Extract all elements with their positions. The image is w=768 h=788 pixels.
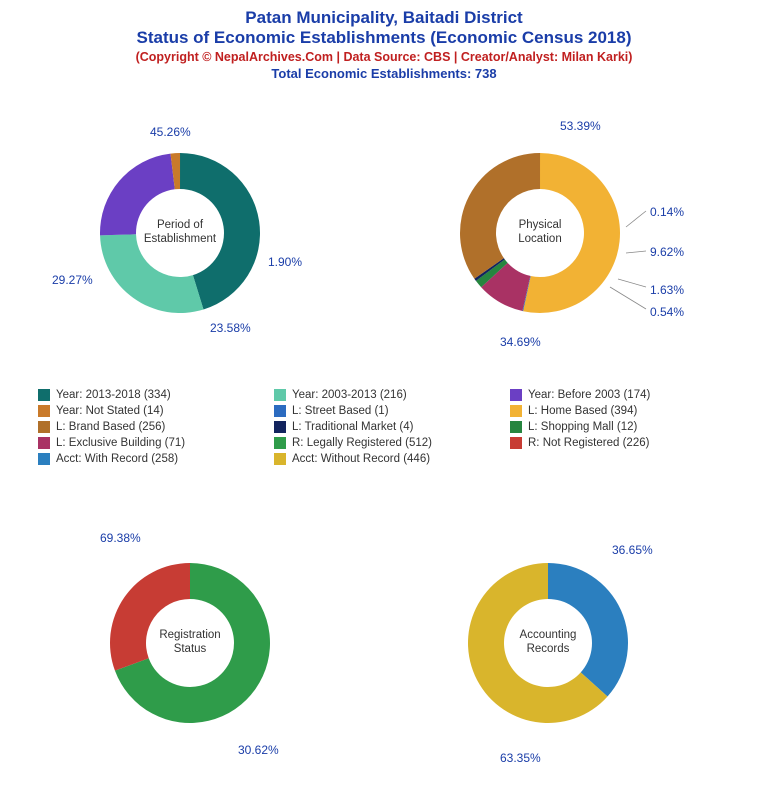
legend-swatch — [274, 421, 286, 433]
legend-label: L: Street Based (1) — [292, 405, 389, 417]
pct-label: 36.65% — [612, 543, 653, 557]
legend-label: Year: Not Stated (14) — [56, 405, 164, 417]
leader-line — [626, 251, 646, 253]
charts-area: Period ofEstablishment 45.26% 29.27% 23.58%… — [0, 83, 768, 783]
legend-swatch — [38, 437, 50, 449]
leader-line — [626, 211, 646, 227]
pct-label: 69.38% — [100, 531, 141, 545]
legend-label: L: Shopping Mall (12) — [528, 421, 637, 433]
pct-label: 0.54% — [650, 305, 684, 319]
pct-label: 9.62% — [650, 245, 684, 259]
chart-center-label: RegistrationStatus — [140, 629, 240, 657]
legend-swatch — [510, 437, 522, 449]
title-line-1: Patan Municipality, Baitadi District — [0, 8, 768, 28]
legend-item: Acct: With Record (258) — [38, 453, 266, 465]
pct-label: 63.35% — [500, 751, 541, 765]
legend-label: R: Not Registered (226) — [528, 437, 649, 449]
pct-label: 1.63% — [650, 283, 684, 297]
legend-item: Year: 2003-2013 (216) — [274, 389, 502, 401]
legend-swatch — [38, 389, 50, 401]
chart-center-label: AccountingRecords — [498, 629, 598, 657]
legend-swatch — [38, 453, 50, 465]
chart-center-label: Period ofEstablishment — [130, 219, 230, 247]
legend-item: R: Not Registered (226) — [510, 437, 738, 449]
legend-swatch — [38, 405, 50, 417]
legend: Year: 2013-2018 (334) Year: 2003-2013 (21… — [38, 389, 738, 465]
legend-item: Year: Before 2003 (174) — [510, 389, 738, 401]
donut-slice — [460, 153, 540, 279]
pct-label: 23.58% — [210, 321, 251, 335]
pct-label: 29.27% — [52, 273, 93, 287]
legend-label: R: Legally Registered (512) — [292, 437, 432, 449]
legend-item: L: Shopping Mall (12) — [510, 421, 738, 433]
pct-label: 34.69% — [500, 335, 541, 349]
legend-swatch — [274, 437, 286, 449]
chart-center-label: PhysicalLocation — [490, 219, 590, 247]
title-block: Patan Municipality, Baitadi District Sta… — [0, 0, 768, 83]
pct-label: 53.39% — [560, 119, 601, 133]
leader-line — [618, 279, 646, 287]
legend-label: Year: Before 2003 (174) — [528, 389, 650, 401]
legend-label: Acct: Without Record (446) — [292, 453, 430, 465]
legend-item: L: Home Based (394) — [510, 405, 738, 417]
pct-label: 1.90% — [268, 255, 302, 269]
legend-label: Year: 2003-2013 (216) — [292, 389, 407, 401]
legend-item: L: Traditional Market (4) — [274, 421, 502, 433]
pct-label: 0.14% — [650, 205, 684, 219]
legend-swatch — [510, 389, 522, 401]
legend-item: R: Legally Registered (512) — [274, 437, 502, 449]
legend-item: Year: Not Stated (14) — [38, 405, 266, 417]
legend-swatch — [510, 421, 522, 433]
legend-item: Acct: Without Record (446) — [274, 453, 502, 465]
legend-swatch — [38, 421, 50, 433]
legend-item: L: Brand Based (256) — [38, 421, 266, 433]
legend-swatch — [510, 405, 522, 417]
legend-label: L: Home Based (394) — [528, 405, 637, 417]
legend-label: L: Brand Based (256) — [56, 421, 165, 433]
copyright-line: (Copyright © NepalArchives.Com | Data So… — [0, 49, 768, 67]
legend-swatch — [274, 405, 286, 417]
legend-swatch — [274, 453, 286, 465]
title-line-2: Status of Economic Establishments (Econo… — [0, 28, 768, 48]
legend-label: Year: 2013-2018 (334) — [56, 389, 171, 401]
legend-swatch — [274, 389, 286, 401]
pct-label: 30.62% — [238, 743, 279, 757]
legend-item: Year: 2013-2018 (334) — [38, 389, 266, 401]
legend-label: Acct: With Record (258) — [56, 453, 178, 465]
pct-label: 45.26% — [150, 125, 191, 139]
total-line: Total Economic Establishments: 738 — [0, 66, 768, 81]
legend-label: L: Traditional Market (4) — [292, 421, 413, 433]
legend-item: L: Street Based (1) — [274, 405, 502, 417]
legend-label: L: Exclusive Building (71) — [56, 437, 185, 449]
legend-item: L: Exclusive Building (71) — [38, 437, 266, 449]
leader-line — [610, 287, 646, 309]
